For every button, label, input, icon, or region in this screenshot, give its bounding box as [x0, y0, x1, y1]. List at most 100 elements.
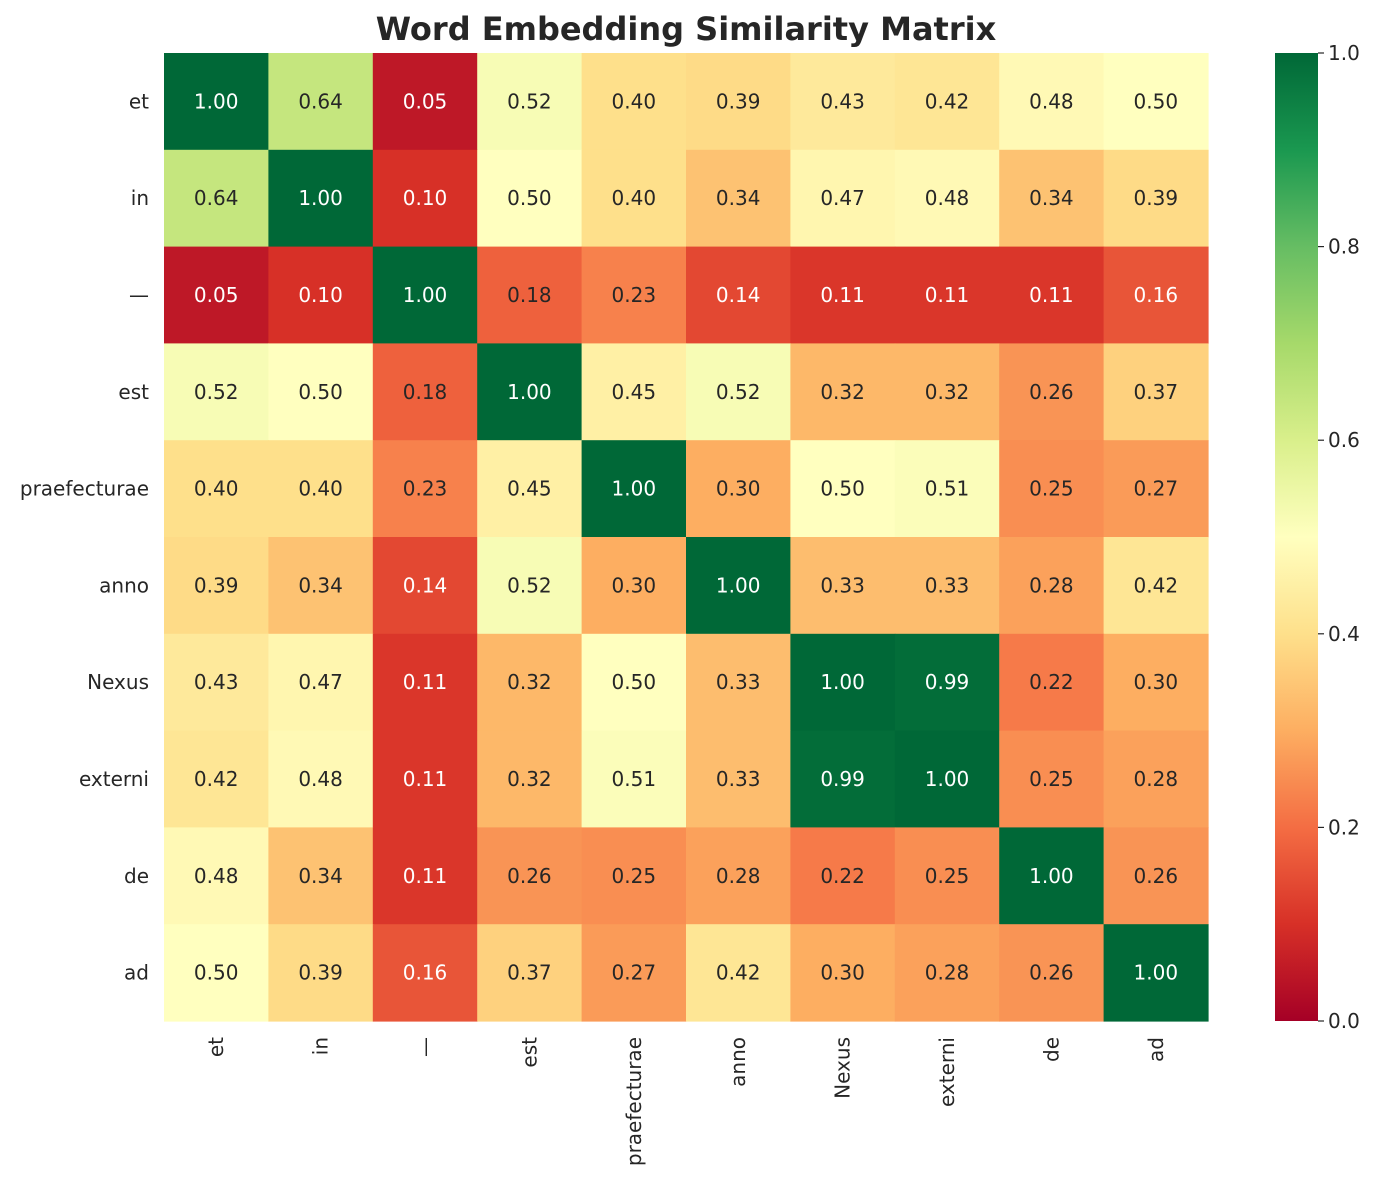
- cell-value-label: 0.32: [820, 380, 865, 404]
- heatmap-cell: [1103, 633, 1209, 732]
- heatmap-cell: [686, 246, 791, 344]
- heatmap-cell: [581, 827, 687, 925]
- heatmap-cell: [686, 53, 791, 151]
- cell-value-label: 0.11: [403, 767, 448, 791]
- cell-value-label: 0.48: [298, 767, 343, 791]
- cell-value-label: 0.43: [820, 89, 865, 113]
- cell-value-label: 0.22: [820, 864, 865, 888]
- cell-value-label: 0.39: [194, 573, 239, 597]
- heatmap-cell: [790, 149, 896, 248]
- heatmap-cell: [686, 924, 791, 1022]
- heatmap-cell: [372, 730, 478, 828]
- cell-value-label: 1.00: [403, 283, 448, 307]
- cell-value-label: 0.26: [1029, 961, 1074, 985]
- cell-value-label: 0.25: [925, 864, 970, 888]
- cell-value-label: 0.28: [1134, 767, 1179, 791]
- column-tick-labels: et in — est praefecturae anno Nexus externi de ad: [204, 1037, 1168, 1166]
- heatmap-cell: [372, 924, 478, 1022]
- cell-value-label: 0.23: [612, 283, 657, 307]
- cell-value-label: 1.00: [612, 477, 657, 501]
- heatmap-cell: [894, 633, 1000, 732]
- cell-value-label: 0.50: [820, 477, 865, 501]
- cell-value-label: 0.40: [194, 477, 239, 501]
- heatmap-cell: [686, 537, 791, 635]
- heatmap-cell: [477, 53, 583, 151]
- cell-value-label: 0.28: [1029, 573, 1074, 597]
- cell-value-label: 0.32: [507, 670, 552, 694]
- heatmap-cell: [1103, 53, 1209, 151]
- heatmap-cell: [164, 53, 269, 151]
- column-tick-label: anno: [726, 1037, 750, 1087]
- cell-value-label: 0.14: [403, 573, 448, 597]
- heatmap-cell: [581, 149, 687, 248]
- heatmap-cell: [894, 53, 1000, 151]
- cell-value-label: 1.00: [194, 89, 239, 113]
- heatmap-cell: [268, 827, 374, 925]
- heatmap-cell: [164, 924, 269, 1022]
- heatmap-cell: [999, 246, 1105, 344]
- heatmap-cell: [372, 343, 478, 441]
- heatmap-cell: [1103, 537, 1209, 635]
- cell-value-label: 0.28: [925, 961, 970, 985]
- row-tick-label: anno: [99, 573, 149, 597]
- heatmap-cell: [894, 246, 1000, 344]
- column-tick-label: praefecturae: [622, 1037, 646, 1166]
- heatmap-cell: [477, 440, 583, 538]
- cell-value-label: 0.51: [612, 767, 657, 791]
- heatmap-cell: [999, 149, 1105, 248]
- heatmap-cell: [790, 827, 896, 925]
- heatmap-cell: [268, 633, 374, 732]
- cell-value-label: 0.37: [507, 961, 552, 985]
- heatmap-cell: [790, 633, 896, 732]
- heatmap-cell: [790, 440, 896, 538]
- heatmap-cell: [372, 246, 478, 344]
- heatmap-cell: [477, 633, 583, 732]
- cell-value-label: 0.25: [612, 864, 657, 888]
- colorbar-tick-label: 1.0: [1328, 41, 1360, 65]
- cell-value-label: 0.45: [507, 477, 552, 501]
- cell-value-label: 0.50: [507, 186, 552, 210]
- row-tick-label: Nexus: [87, 670, 149, 694]
- cell-value-label: 1.00: [1134, 961, 1179, 985]
- heatmap-cell: [1103, 827, 1209, 925]
- heatmap-cell: [477, 827, 583, 925]
- heatmap-cell: [164, 149, 269, 248]
- cell-value-label: 0.28: [716, 864, 761, 888]
- row-tick-label: est: [118, 380, 149, 404]
- column-tick-label: est: [517, 1037, 541, 1068]
- row-tick-label: ad: [124, 961, 149, 985]
- row-tick-labels: et in — est praefecturae anno Nexus externi de ad: [20, 89, 149, 984]
- heatmap-cell: [268, 440, 374, 538]
- cell-value-label: 0.50: [1134, 89, 1179, 113]
- heatmap-cell: [164, 633, 269, 732]
- heatmap-cell: [268, 924, 374, 1022]
- cell-value-label: 0.48: [925, 186, 970, 210]
- heatmap-cell: [372, 633, 478, 732]
- heatmap-cell: [581, 924, 687, 1022]
- heatmap-cell: [581, 633, 687, 732]
- cell-value-label: 0.30: [1134, 670, 1179, 694]
- cell-value-label: 0.40: [612, 89, 657, 113]
- heatmap-cell: [999, 53, 1105, 151]
- heatmap-cell: [268, 730, 374, 828]
- heatmap-cell: [999, 633, 1105, 732]
- chart-title: Word Embedding Similarity Matrix: [376, 10, 997, 48]
- heatmap-cell: [999, 440, 1105, 538]
- heatmap-cell: [686, 633, 791, 732]
- heatmap-cell: [581, 343, 687, 441]
- column-tick-label: in: [309, 1037, 333, 1055]
- row-tick-label: —: [129, 283, 149, 307]
- heatmap-cell: [477, 537, 583, 635]
- heatmap-cell: [372, 827, 478, 925]
- heatmap-cell: [999, 730, 1105, 828]
- heatmap-cell: [477, 924, 583, 1022]
- cell-value-label: 0.18: [507, 283, 552, 307]
- cell-value-label: 0.47: [820, 186, 865, 210]
- cell-value-label: 0.34: [1029, 186, 1074, 210]
- heatmap-cell: [894, 537, 1000, 635]
- cell-value-label: 1.00: [820, 670, 865, 694]
- cell-value-label: 0.52: [194, 380, 239, 404]
- heatmap-cell: [581, 537, 687, 635]
- cell-value-label: 0.40: [298, 477, 343, 501]
